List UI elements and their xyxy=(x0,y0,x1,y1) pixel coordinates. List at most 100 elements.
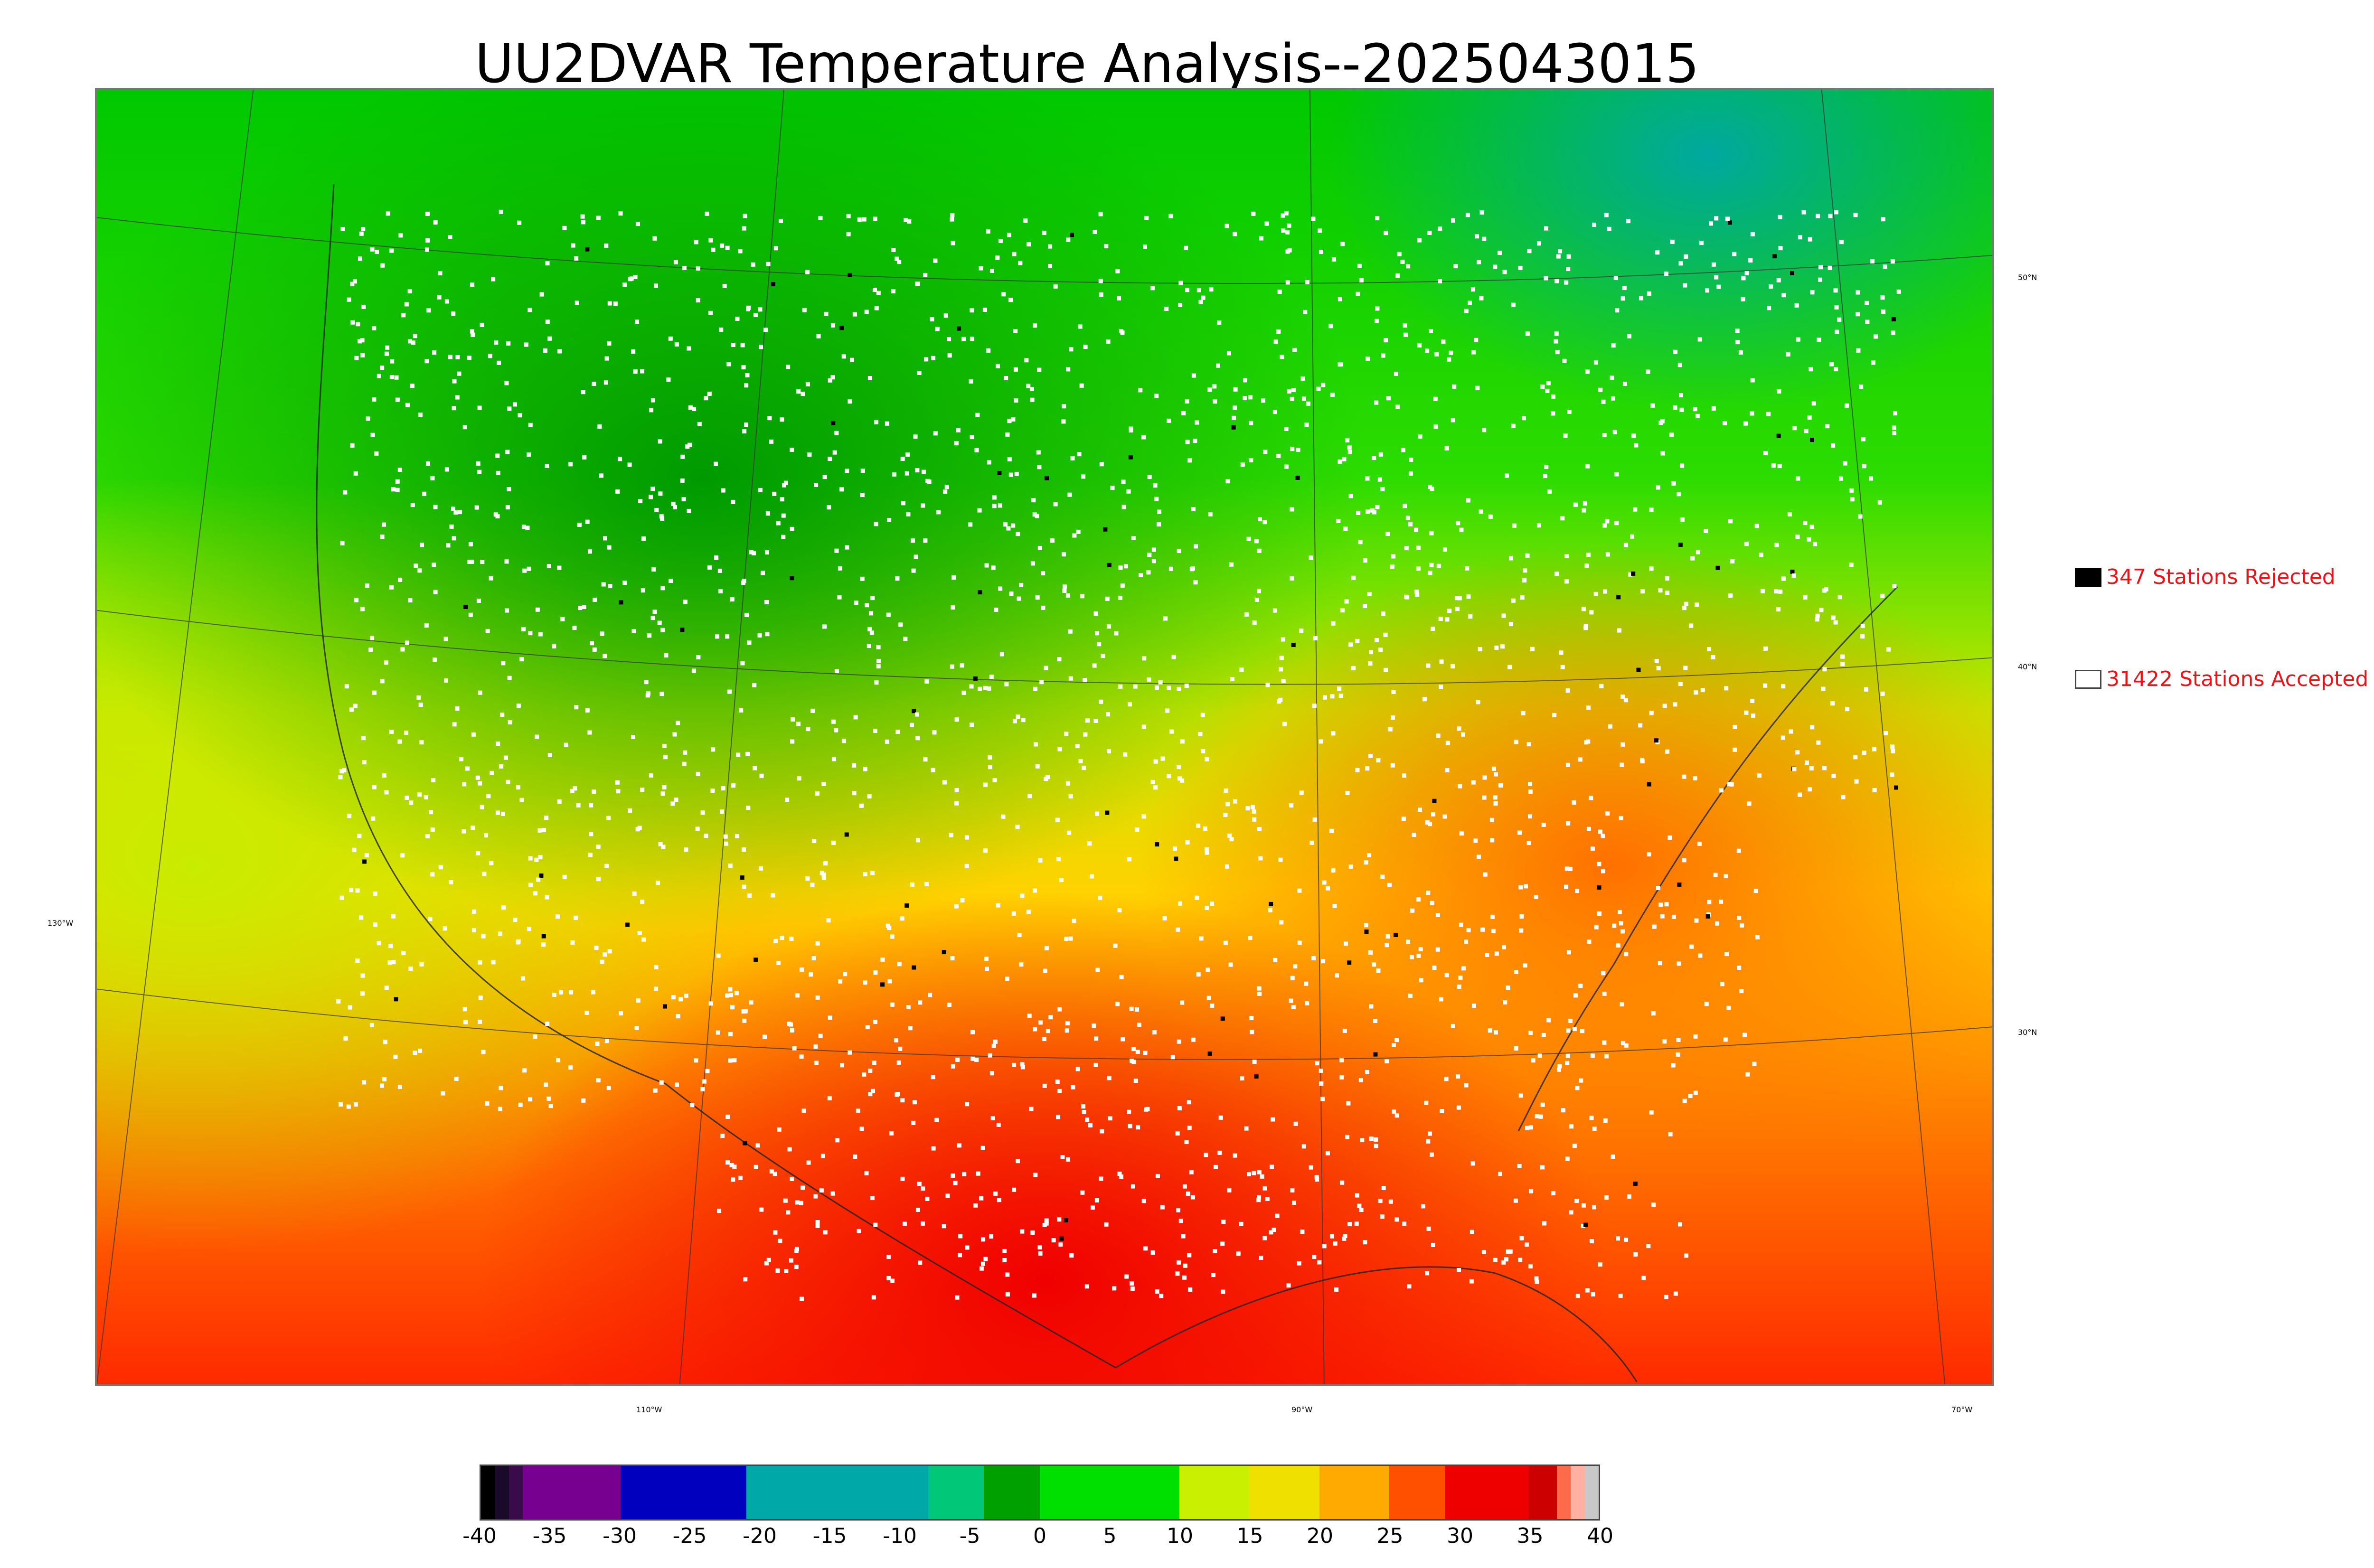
station-dot xyxy=(478,960,482,965)
station-dot xyxy=(654,507,659,512)
station-dot xyxy=(1330,694,1335,699)
station-dot xyxy=(512,402,517,407)
station-dot xyxy=(704,396,708,401)
colorbar-segment xyxy=(1584,1466,1599,1519)
station-dot xyxy=(1121,479,1126,484)
station-dot xyxy=(711,247,716,252)
station-dot xyxy=(1649,1110,1654,1115)
station-dot xyxy=(1315,1061,1319,1066)
station-dot xyxy=(1658,420,1663,425)
station-dot xyxy=(876,664,881,669)
station-dot xyxy=(361,736,366,741)
station-dot xyxy=(1453,264,1458,269)
station-dot xyxy=(1391,689,1396,694)
station-dot xyxy=(1130,1281,1134,1286)
station-dot xyxy=(1342,1236,1347,1241)
station-dot xyxy=(393,1054,398,1059)
station-dot xyxy=(1033,323,1037,328)
station-dot xyxy=(674,342,679,347)
station-dot xyxy=(1087,841,1092,846)
station-dot xyxy=(801,1108,806,1113)
station-dot xyxy=(923,272,928,277)
station-dot xyxy=(1329,1234,1334,1239)
station-dot xyxy=(1705,288,1710,293)
station-dot xyxy=(1245,806,1250,811)
station-dot xyxy=(1303,310,1308,314)
station-dot xyxy=(1819,608,1824,612)
station-dot xyxy=(1479,296,1484,300)
station-dot xyxy=(613,301,618,306)
station-dot xyxy=(547,753,552,758)
station-dot xyxy=(1291,1005,1296,1009)
station-dot xyxy=(374,250,379,254)
station-dot xyxy=(1190,566,1195,571)
station-dot xyxy=(1404,594,1409,599)
station-dot xyxy=(1886,647,1891,652)
station-dot xyxy=(1006,526,1011,531)
station-dot xyxy=(397,1085,402,1089)
station-dot xyxy=(984,967,989,971)
station-dot xyxy=(1256,1198,1261,1202)
station-dot xyxy=(1206,995,1211,1000)
station-dot xyxy=(338,775,343,779)
station-dot xyxy=(743,1277,748,1282)
station-dot xyxy=(467,356,471,360)
station-dot xyxy=(1037,545,1042,550)
station-dot xyxy=(1778,215,1782,219)
station-dot xyxy=(1009,592,1014,596)
station-dot xyxy=(1490,914,1495,919)
station-dot xyxy=(826,918,831,923)
station-dot xyxy=(340,541,345,545)
station-dot xyxy=(871,1295,876,1300)
station-dot xyxy=(1564,884,1569,889)
station-dot xyxy=(1062,589,1067,593)
station-dot xyxy=(1159,1294,1164,1298)
station-dot xyxy=(1162,916,1167,920)
station-dot xyxy=(912,965,916,970)
station-dot xyxy=(749,1000,754,1005)
station-dot xyxy=(1535,1114,1539,1118)
station-dot xyxy=(1003,522,1008,527)
station-dot xyxy=(382,1077,387,1081)
station-dot xyxy=(1623,698,1628,703)
station-dot xyxy=(1229,562,1234,567)
station-dot xyxy=(1622,286,1627,291)
station-dot xyxy=(1528,789,1533,794)
station-dot xyxy=(1129,1006,1134,1011)
station-dot xyxy=(1792,426,1797,431)
station-dot xyxy=(604,864,609,868)
station-dot xyxy=(950,956,955,961)
station-dot xyxy=(564,742,568,747)
station-dot xyxy=(1258,856,1263,861)
station-dot xyxy=(1521,711,1526,715)
station-dot xyxy=(692,407,697,412)
station-dot xyxy=(1809,367,1813,372)
station-dot xyxy=(1117,296,1121,300)
station-dot xyxy=(783,1198,788,1203)
station-dot xyxy=(1436,563,1441,568)
station-dot xyxy=(1115,1002,1120,1006)
station-dot xyxy=(729,993,734,997)
station-dot xyxy=(1418,947,1423,951)
station-dot xyxy=(1525,553,1530,558)
station-dot xyxy=(1431,1242,1435,1247)
station-dot xyxy=(845,545,849,550)
station-dot xyxy=(1544,226,1548,231)
station-dot xyxy=(457,371,462,376)
station-dot xyxy=(1501,1260,1506,1265)
station-dot xyxy=(348,1005,352,1010)
station-dot xyxy=(1511,598,1516,603)
colorbar-tick-label: 40 xyxy=(1587,1524,1613,1548)
station-dot xyxy=(1204,1153,1208,1157)
station-dot xyxy=(1417,238,1422,243)
station-dot xyxy=(616,789,621,794)
station-dot xyxy=(949,833,953,837)
station-dot xyxy=(1773,589,1778,594)
station-dot xyxy=(1150,286,1155,291)
station-dot xyxy=(1658,588,1663,593)
station-dot xyxy=(1221,1220,1226,1224)
station-dot xyxy=(1647,782,1651,787)
station-dot xyxy=(1143,1051,1148,1055)
station-dot xyxy=(1822,766,1827,770)
station-dot xyxy=(907,219,912,224)
